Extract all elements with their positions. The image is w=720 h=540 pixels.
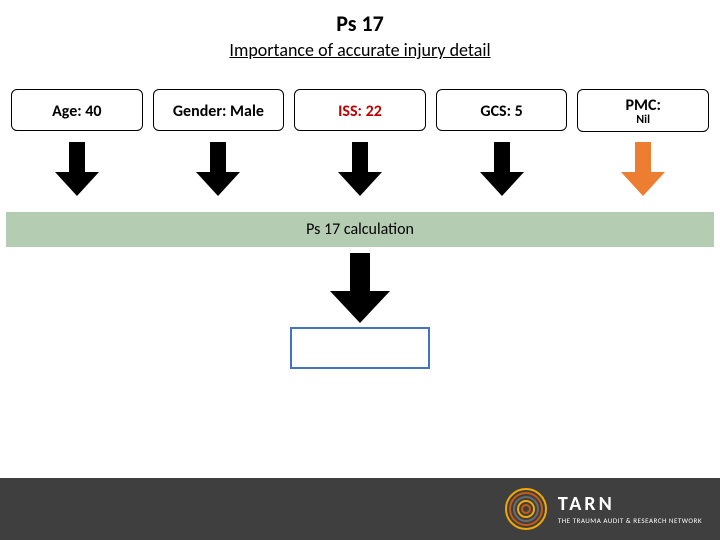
- title-block: Ps 17 Importance of accurate injury deta…: [0, 0, 720, 61]
- result-box: [290, 327, 430, 369]
- concentric-rings-icon: [504, 487, 548, 531]
- arrow-down-icon: [577, 142, 709, 196]
- slide-title: Ps 17: [0, 10, 720, 37]
- factor-box: PMC: Nil: [577, 89, 709, 132]
- arrow-row: [0, 142, 720, 196]
- factor-box: GCS: 5: [436, 89, 568, 131]
- factor-box: ISS: 22: [294, 89, 426, 131]
- logo-brand: TARN: [558, 494, 702, 514]
- factor-pmc: PMC: Nil: [577, 89, 709, 132]
- factor-gender: Gender: Male: [153, 89, 285, 132]
- factor-age: Age: 40: [11, 89, 143, 132]
- factor-gcs: GCS: 5: [436, 89, 568, 132]
- slide: Ps 17 Importance of accurate injury deta…: [0, 0, 720, 540]
- slide-subtitle: Importance of accurate injury detail: [0, 39, 720, 61]
- arrow-down-icon: [294, 142, 426, 196]
- factor-sublabel: Nil: [582, 113, 704, 127]
- arrow-down-icon: [11, 142, 143, 196]
- factor-box: Gender: Male: [153, 89, 285, 131]
- calculation-bar: Ps 17 calculation: [6, 212, 714, 247]
- tarn-logo: TARN THE TRAUMA AUDIT & RESEARCH NETWORK: [504, 487, 702, 531]
- arrow-down-icon: [153, 142, 285, 196]
- factor-row: Age: 40 Gender: Male ISS: 22 GCS: 5 PMC:…: [0, 89, 720, 132]
- factor-label: Age: 40: [16, 102, 138, 121]
- factor-label: GCS: 5: [441, 102, 563, 121]
- footer-bar: TARN THE TRAUMA AUDIT & RESEARCH NETWORK: [0, 478, 720, 540]
- factor-label: ISS: 22: [299, 102, 421, 121]
- factor-label: Gender: Male: [158, 102, 280, 121]
- logo-tagline: THE TRAUMA AUDIT & RESEARCH NETWORK: [558, 516, 702, 525]
- factor-iss: ISS: 22: [294, 89, 426, 132]
- arrow-down-icon: [436, 142, 568, 196]
- big-arrow-down-icon: [0, 253, 720, 323]
- logo-text: TARN THE TRAUMA AUDIT & RESEARCH NETWORK: [558, 494, 702, 525]
- factor-box: Age: 40: [11, 89, 143, 131]
